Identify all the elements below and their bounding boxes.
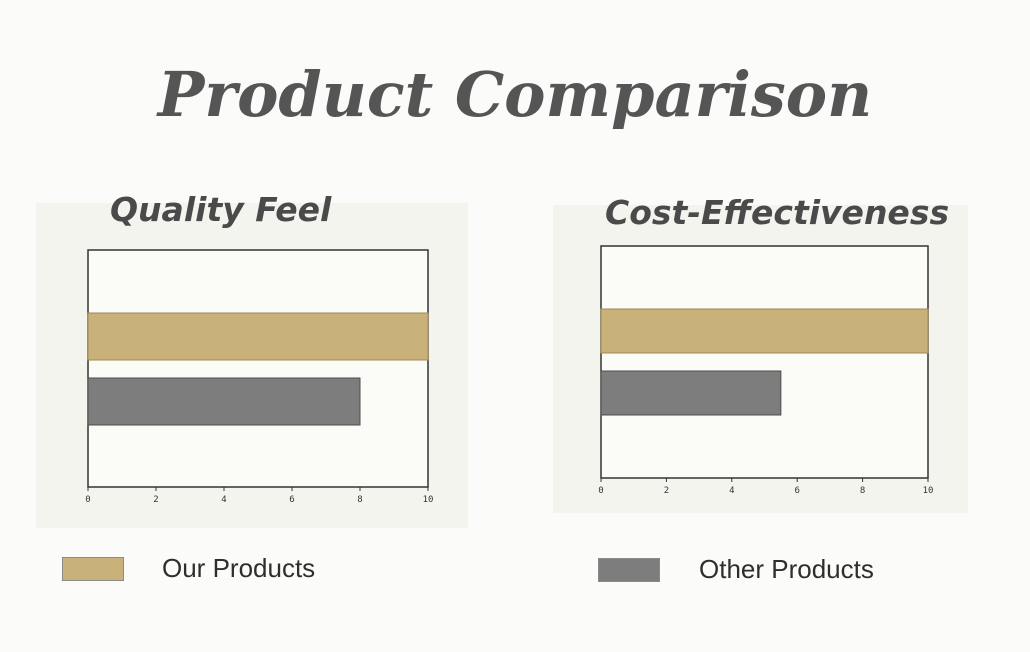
cost-x-tick-label: 6 bbox=[794, 486, 799, 496]
quality-x-tick-label: 4 bbox=[221, 495, 226, 505]
legend-swatch-our-products bbox=[62, 557, 124, 581]
chart-title-cost: Cost-Effectiveness bbox=[605, 193, 950, 232]
legend-swatch-other-products bbox=[598, 558, 660, 582]
chart-title-quality: Quality Feel bbox=[110, 190, 332, 229]
cost-x-tick-label: 2 bbox=[664, 486, 669, 496]
quality-plot-frame bbox=[87, 249, 429, 488]
quality-bar-other-products bbox=[87, 377, 361, 426]
cost-x-tick-label: 4 bbox=[729, 486, 734, 496]
quality-x-tick-label: 10 bbox=[423, 495, 434, 505]
quality-x-tick-label: 8 bbox=[357, 495, 362, 505]
page-title: Product Comparison bbox=[157, 58, 873, 131]
cost-x-tick-label: 8 bbox=[860, 486, 865, 496]
quality-x-tick-label: 0 bbox=[85, 495, 90, 505]
legend-label-other-products: Other Products bbox=[699, 554, 874, 584]
legend-label-our-products: Our Products bbox=[162, 553, 316, 583]
cost-bar-our-products bbox=[600, 308, 929, 354]
quality-x-tick-label: 2 bbox=[153, 495, 158, 505]
cost-bar-other-products bbox=[600, 370, 782, 416]
cost-x-tick-label: 0 bbox=[598, 486, 603, 496]
quality-bar-our-products bbox=[87, 312, 429, 361]
quality-x-tick-label: 6 bbox=[289, 495, 294, 505]
cost-plot-frame bbox=[600, 245, 929, 479]
cost-x-tick-label: 10 bbox=[923, 486, 934, 496]
